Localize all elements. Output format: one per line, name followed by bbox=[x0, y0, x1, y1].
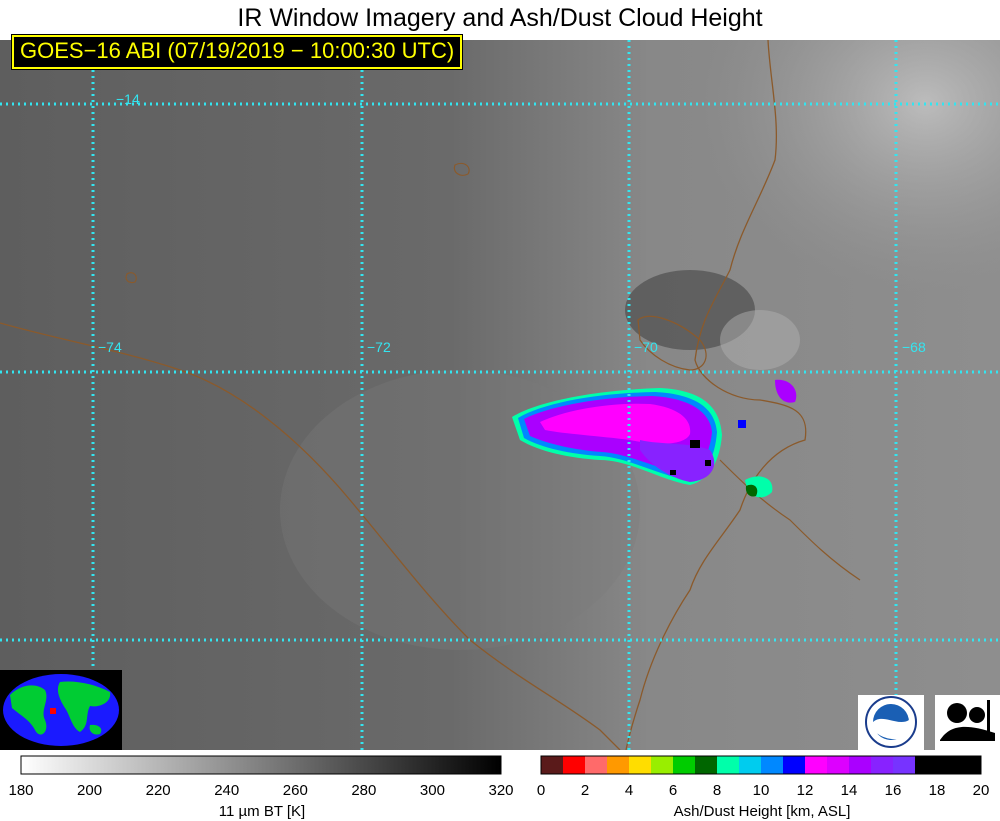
height-tick-label: 18 bbox=[928, 782, 946, 799]
bt-tick-label: 240 bbox=[214, 782, 240, 799]
height-colorbar-swatch bbox=[871, 756, 894, 774]
height-colorbar-swatch bbox=[761, 756, 784, 774]
cloud-brightening bbox=[500, 40, 1000, 460]
height-colorbar-swatch bbox=[607, 756, 630, 774]
height-tick-label: 14 bbox=[840, 782, 858, 799]
ash-plume bbox=[512, 379, 797, 498]
height-colorbar-swatch bbox=[563, 756, 586, 774]
height-colorbar-swatch bbox=[585, 756, 608, 774]
height-tick-label: 10 bbox=[752, 782, 770, 799]
lon-label-74: −74 bbox=[98, 339, 122, 355]
height-tick-label: 4 bbox=[624, 782, 634, 799]
height-colorbar-swatch bbox=[805, 756, 828, 774]
height-colorbar bbox=[540, 755, 982, 775]
height-colorbar-swatch bbox=[695, 756, 718, 774]
bt-tick-label: 180 bbox=[8, 782, 34, 799]
height-colorbar-swatch bbox=[827, 756, 850, 774]
height-tick-label: 16 bbox=[884, 782, 902, 799]
bt-tick-label: 300 bbox=[419, 782, 445, 799]
lon-label-68: −68 bbox=[902, 339, 926, 355]
bt-tick-label: 260 bbox=[282, 782, 308, 799]
bt-tick-label: 220 bbox=[145, 782, 171, 799]
height-tick-label: 2 bbox=[580, 782, 590, 799]
noaa-logo bbox=[858, 695, 924, 750]
bt-colorbar bbox=[20, 755, 502, 775]
small-lake-1 bbox=[453, 162, 470, 176]
globe-inset-map bbox=[0, 670, 122, 750]
bt-tick-label: 320 bbox=[488, 782, 514, 799]
height-tick-label: 8 bbox=[712, 782, 722, 799]
height-colorbar-swatch bbox=[739, 756, 762, 774]
satellite-timestamp-label: GOES−16 ABI (07/19/2019 − 10:00:30 UTC) bbox=[10, 34, 464, 70]
lon-label-72: −72 bbox=[367, 339, 391, 355]
height-colorbar-swatch bbox=[937, 756, 960, 774]
bt-colorbar-title: 11 µm BT [K] bbox=[218, 803, 306, 820]
bt-tick-label: 200 bbox=[77, 782, 103, 799]
height-tick-label: 0 bbox=[536, 782, 546, 799]
height-tick-label: 6 bbox=[668, 782, 678, 799]
height-tick-label: 20 bbox=[972, 782, 990, 799]
height-colorbar-swatch bbox=[541, 756, 564, 774]
satellite-map bbox=[0, 40, 1000, 750]
border-east bbox=[719, 459, 861, 581]
lat-label-14: −14 bbox=[116, 91, 140, 107]
height-colorbar-swatch bbox=[849, 756, 872, 774]
bt-tick-label: 280 bbox=[351, 782, 377, 799]
height-colorbar-frame bbox=[540, 755, 982, 775]
height-tick-label: 12 bbox=[796, 782, 814, 799]
small-lake-2 bbox=[125, 272, 137, 284]
bright-cloud bbox=[720, 310, 800, 370]
latlon-grid bbox=[0, 40, 1000, 750]
height-colorbar-swatch bbox=[629, 756, 652, 774]
cimss-logo bbox=[935, 695, 1000, 750]
lon-label-70: −70 bbox=[634, 339, 658, 355]
height-colorbar-swatch bbox=[717, 756, 740, 774]
coastline bbox=[0, 322, 621, 750]
height-colorbar-swatch bbox=[783, 756, 806, 774]
height-colorbar-swatch bbox=[915, 756, 938, 774]
lake-titicaca bbox=[637, 315, 707, 371]
height-colorbar-swatch bbox=[673, 756, 696, 774]
height-colorbar-swatch bbox=[893, 756, 916, 774]
colorbars bbox=[20, 755, 982, 775]
map-title: IR Window Imagery and Ash/Dust Cloud Hei… bbox=[237, 4, 763, 32]
height-colorbar-swatch bbox=[651, 756, 674, 774]
height-colorbar-title: Ash/Dust Height [km, ASL] bbox=[673, 803, 851, 820]
border-peru-bolivia bbox=[625, 40, 807, 750]
height-colorbar-swatch bbox=[959, 756, 982, 774]
